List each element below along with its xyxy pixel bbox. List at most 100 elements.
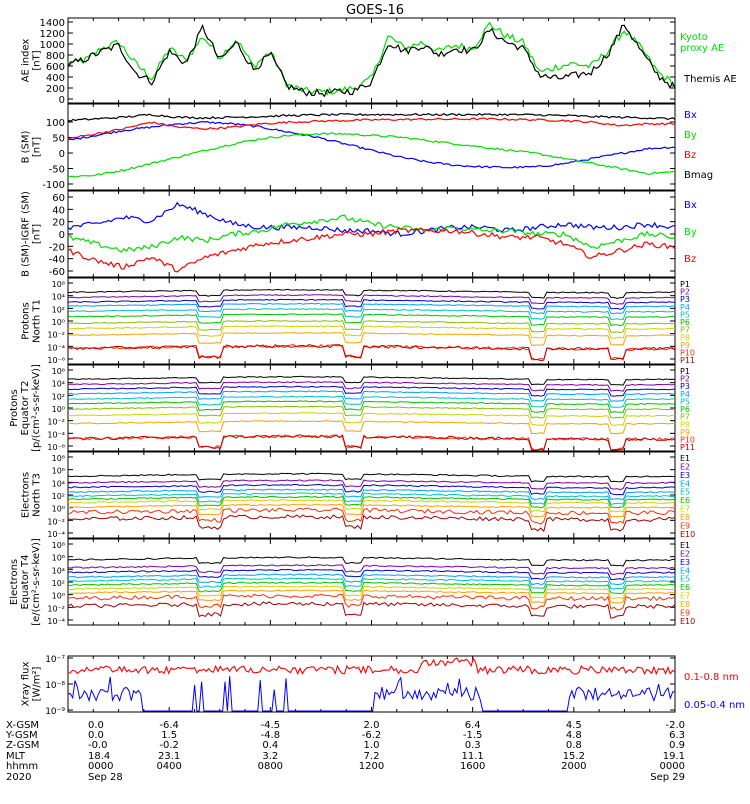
channel-label-e10: E10	[680, 617, 695, 626]
y-tick-label: 0	[59, 149, 65, 160]
panel-frame-bsm	[67, 103, 676, 191]
channel-label-p5: P5	[680, 310, 690, 319]
channel-line-p11	[67, 344, 676, 362]
y-tick-label: 100	[46, 118, 65, 129]
y-axis-label-eequator: Electrons Equator T4 [e/(cm²-s-sr-keV)]	[9, 538, 42, 626]
legend-entry-bsm: Bz	[684, 150, 696, 161]
y-tick-label: 10⁻⁷	[45, 655, 65, 665]
y-tick-label: 10⁰	[52, 318, 65, 327]
footer-cell: 0.8	[566, 740, 582, 751]
footer-cell: -0.2	[159, 740, 179, 751]
footer-cell: 15.2	[563, 751, 585, 762]
channel-label-e6: E6	[680, 496, 690, 505]
y-tick-label: 200	[46, 84, 65, 95]
y-tick-label: 50	[52, 134, 65, 145]
y-tick-label: 10⁻²	[47, 604, 65, 613]
y-tick-label: -50	[49, 165, 65, 176]
y-tick-label: -100	[42, 180, 65, 191]
legend-entry-xray: 0.1-0.8 nm	[684, 672, 739, 683]
channel-line-e6	[67, 495, 676, 509]
y-axis-label-bigrf: B (SM)-IGRF (SM) [nT]	[21, 191, 43, 277]
footer-cell: -4.8	[261, 730, 281, 741]
y-tick-label: 10⁶	[52, 554, 65, 563]
y-tick-label: 800	[46, 51, 65, 62]
footer-cell: 0.0	[88, 720, 104, 731]
xray-line-long	[67, 656, 676, 676]
y-tick-label: 10⁻⁴	[47, 530, 65, 539]
y-axis-label-line: Electrons	[9, 559, 20, 605]
y-axis-label-pnorth: Protons North T1	[21, 299, 43, 343]
y-axis-label-line: Equator T4	[20, 555, 31, 610]
channel-line-p3	[67, 298, 676, 310]
channel-line-p5	[67, 308, 676, 321]
y-tick-label: 10⁶	[52, 367, 65, 376]
channel-label-p2: P2	[680, 288, 690, 297]
channel-label-e9: E9	[680, 521, 690, 530]
channel-line-e9	[67, 593, 676, 611]
channel-label-p7: P7	[680, 413, 690, 422]
channel-line-p4	[67, 302, 676, 315]
y-axis-label-pequator: Protons Equator T2 [p/(cm²-s-sr-keV)]	[9, 364, 42, 452]
y-tick-label: 60	[52, 193, 65, 204]
y-axis-label-line: Protons	[9, 389, 20, 426]
channel-label-p4: P4	[680, 303, 690, 312]
footer-row-label: X-GSM	[6, 720, 39, 731]
channel-label-e6: E6	[680, 583, 690, 592]
panel-frame-ae	[67, 17, 676, 104]
channel-line-e3	[67, 483, 676, 496]
channel-label-p1: P1	[680, 280, 690, 289]
channel-label-p6: P6	[680, 405, 690, 414]
plot-title: GOES-16	[346, 3, 404, 18]
y-tick-label: 10⁴	[52, 380, 65, 389]
footer-cell: 0000	[660, 761, 685, 772]
channel-label-p3: P3	[680, 382, 690, 391]
footer-cell: 6.3	[669, 730, 685, 741]
footer-cell: 0400	[156, 761, 181, 772]
footer-cell: 11.1	[462, 751, 484, 762]
channel-line-p8	[67, 412, 676, 426]
footer-cell: -4.5	[261, 720, 281, 731]
footer-cell: 0.0	[88, 730, 104, 741]
channel-label-p10: P10	[680, 349, 695, 358]
legend-entry-bsm: Bx	[684, 110, 697, 121]
footer-row-label: Z-GSM	[6, 740, 39, 751]
legend-entry-bigrf: Bz	[684, 254, 696, 265]
y-tick-label: 10²	[52, 579, 65, 588]
y-axis-label-line: [p/(cm²-s-sr-keV)]	[31, 364, 42, 452]
y-tick-label: 10²	[52, 305, 65, 314]
y-tick-label: 10²	[52, 392, 65, 401]
footer-cell: Sep 28	[88, 772, 123, 783]
channel-label-p3: P3	[680, 295, 690, 304]
footer-cell: 0800	[258, 761, 283, 772]
footer-cell: 2.0	[364, 720, 380, 731]
channel-label-e4: E4	[680, 479, 690, 488]
channel-label-e10: E10	[680, 530, 695, 539]
y-tick-label: 10⁻²	[47, 418, 65, 427]
channel-line-p6	[67, 400, 676, 414]
channel-line-e3	[67, 568, 676, 581]
y-tick-label: 1400	[40, 18, 65, 29]
channel-line-p4	[67, 390, 676, 403]
channel-line-p1	[67, 375, 676, 386]
footer-cell: 1.5	[161, 730, 177, 741]
footer-cell: 23.1	[158, 751, 180, 762]
y-axis-label-line: Electrons	[21, 472, 32, 518]
channel-line-p9	[67, 331, 676, 346]
channel-label-e1: E1	[680, 541, 690, 550]
channel-line-e7	[67, 585, 676, 599]
y-tick-label: 10⁻⁶	[47, 443, 65, 452]
footer-cell: 0.3	[465, 740, 481, 751]
footer-cell: 4.8	[566, 730, 582, 741]
footer-cell: 1600	[460, 761, 485, 772]
channel-line-e8	[67, 589, 676, 604]
channel-line-p11	[67, 434, 676, 451]
channel-label-p9: P9	[680, 428, 690, 437]
footer-cell: -0.0	[88, 740, 108, 751]
channel-label-e9: E9	[680, 608, 690, 617]
channel-line-p7	[67, 319, 676, 334]
panel-frame-xray	[67, 655, 676, 713]
footer-cell: 3.2	[262, 751, 278, 762]
y-axis-label-line: Xray flux	[21, 662, 32, 707]
y-axis-label-line: Equator T2	[20, 381, 31, 436]
